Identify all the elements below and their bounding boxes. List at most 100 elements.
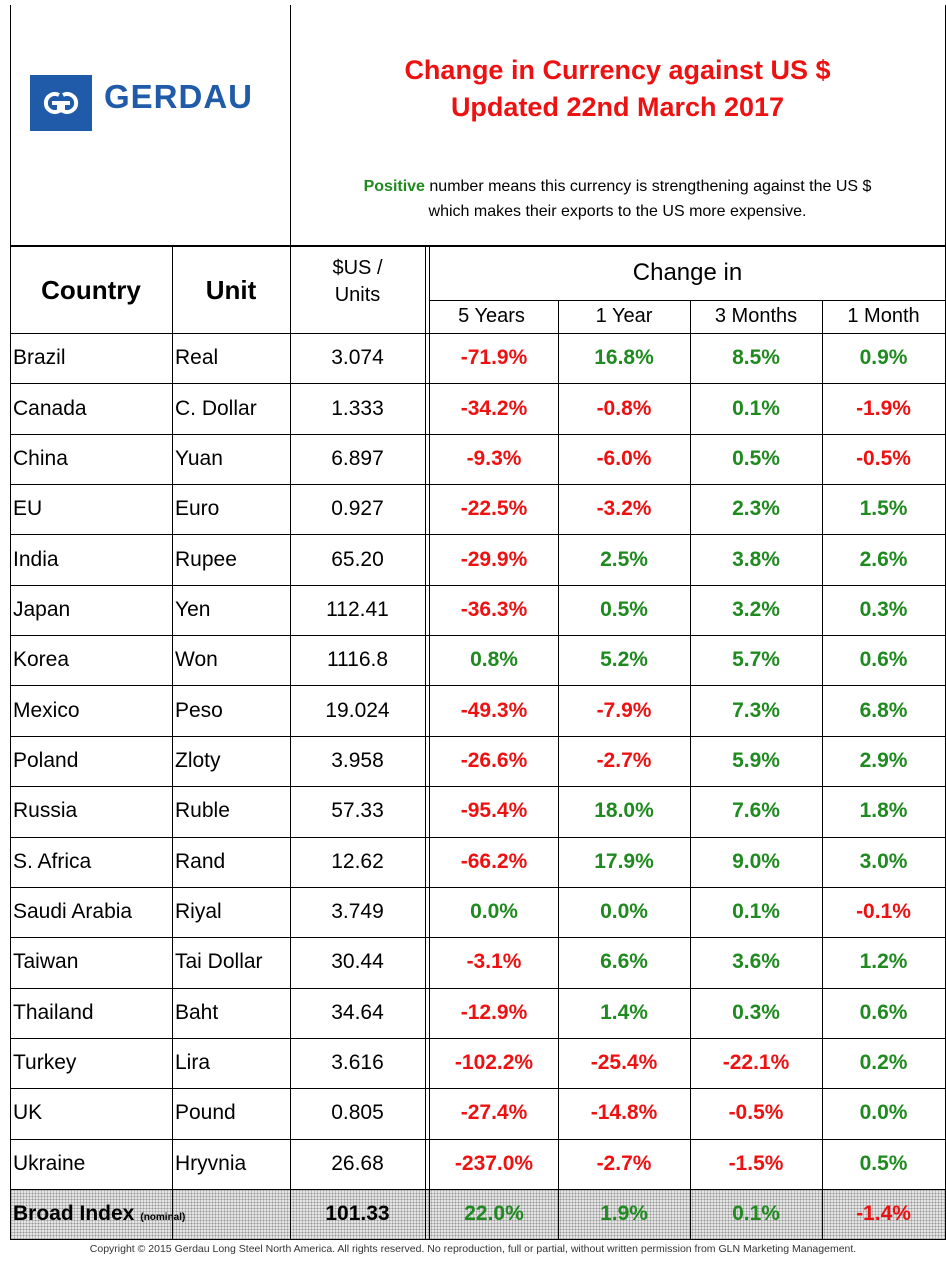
broad-index-qualifier: (nominal) <box>140 1211 186 1223</box>
rule <box>822 300 823 1240</box>
cell-text: Zloty <box>175 748 221 772</box>
title-line: Change in Currency against US $ <box>404 55 831 85</box>
col-header: 5 Years <box>458 305 525 327</box>
cell-change: 1.9% <box>600 1202 648 1226</box>
cell-text: Pound <box>175 1101 236 1125</box>
cell-change: -6.0% <box>596 446 652 470</box>
cell-change: 0.2% <box>859 1051 908 1075</box>
cell-text: Saudi Arabia <box>13 900 133 924</box>
rule <box>172 247 173 1240</box>
cell-text: Turkey <box>13 1051 77 1075</box>
rule <box>290 5 291 245</box>
cell-text: 3.616 <box>331 1051 384 1075</box>
cell-change: 0.0% <box>600 900 648 924</box>
cell-change: -237.0% <box>454 1151 534 1175</box>
cell-text: 3.958 <box>331 748 384 772</box>
broad-index-bg <box>10 1188 945 1240</box>
note-highlight: Positive <box>363 178 425 195</box>
cell-change: 1.2% <box>859 950 908 974</box>
cell-text: 0.805 <box>331 1101 384 1125</box>
cell-change: 3.6% <box>732 950 780 974</box>
rule <box>290 247 291 1240</box>
rule <box>10 1088 946 1090</box>
cell-text: 1.333 <box>331 396 384 420</box>
rule <box>425 247 426 1240</box>
cell-change: 18.0% <box>594 799 654 823</box>
rule <box>10 584 946 586</box>
cell-text: Yen <box>175 597 211 621</box>
cell-text: Rupee <box>175 547 237 571</box>
title: Change in Currency against US $ Updated … <box>290 52 945 126</box>
cell-change: 22.0% <box>464 1202 524 1226</box>
cell-change: 0.3% <box>732 1000 780 1024</box>
cell-text: S. Africa <box>13 849 92 873</box>
cell-text: UK <box>13 1101 43 1125</box>
col-header-line: Units <box>334 284 381 306</box>
rule <box>10 433 946 435</box>
cell-change: 5.7% <box>732 648 780 672</box>
cell-text: 65.20 <box>331 547 384 571</box>
cell-change: 1.4% <box>600 1000 648 1024</box>
cell-text: Ruble <box>175 799 230 823</box>
cell-change: 0.0% <box>470 900 518 924</box>
rule <box>10 245 946 247</box>
note-text: number means this currency is strengthen… <box>424 178 872 195</box>
cell-change: -14.8% <box>590 1101 658 1125</box>
cell-change: -29.9% <box>460 547 528 571</box>
copyright: Copyright © 2015 Gerdau Long Steel North… <box>89 1243 857 1255</box>
cell-change: -66.2% <box>460 849 528 873</box>
cell-text: 101.33 <box>325 1202 390 1226</box>
cell-text: Japan <box>13 597 71 621</box>
col-header-line: $US / <box>332 257 383 279</box>
rule <box>10 534 946 536</box>
rule <box>10 1239 946 1241</box>
cell-text: Brazil <box>13 346 66 370</box>
rule <box>10 383 946 385</box>
cell-change: -34.2% <box>460 396 528 420</box>
rule <box>690 300 691 1240</box>
cell-text: 0.927 <box>331 497 384 521</box>
cell-change: 0.6% <box>859 648 908 672</box>
rule <box>10 886 946 888</box>
cell-text: 3.749 <box>331 900 384 924</box>
cell-change: -1.4% <box>856 1202 911 1226</box>
cell-text: 12.62 <box>331 849 384 873</box>
cell-text: Broad Index (nominal) <box>10 1189 290 1239</box>
logo-text: GERDAU <box>104 78 254 115</box>
cell-change: 7.3% <box>732 698 780 722</box>
rule <box>10 987 946 989</box>
cell-text: Won <box>175 648 218 672</box>
cell-change: -0.1% <box>856 900 911 924</box>
rule <box>10 1037 946 1039</box>
cell-change: 0.1% <box>732 396 780 420</box>
note-line: Positive number means this currency is s… <box>290 174 945 199</box>
cell-change: 3.0% <box>859 849 908 873</box>
rule <box>10 836 946 838</box>
cell-change: -49.3% <box>460 698 528 722</box>
cell-change: 0.6% <box>859 1000 908 1024</box>
cell-text: Korea <box>13 648 70 672</box>
rule <box>429 247 430 1240</box>
rule <box>10 937 946 939</box>
cell-change: -0.5% <box>856 446 911 470</box>
cell-change: 9.0% <box>732 849 780 873</box>
cell-text: Baht <box>175 1000 219 1024</box>
cell-change: 3.2% <box>732 597 780 621</box>
cell-change: 0.1% <box>732 1202 780 1226</box>
cell-change: 5.2% <box>600 648 648 672</box>
cell-change: 0.1% <box>732 900 780 924</box>
cell-change: 1.8% <box>859 799 908 823</box>
cell-change: 8.5% <box>732 346 780 370</box>
cell-text: 19.024 <box>325 698 390 722</box>
cell-text: 30.44 <box>331 950 384 974</box>
cell-change: 2.9% <box>859 748 908 772</box>
cell-change: 0.5% <box>600 597 648 621</box>
cell-change: -71.9% <box>460 346 528 370</box>
cell-text: Tai Dollar <box>175 950 263 974</box>
cell-text: Canada <box>13 396 87 420</box>
cell-change: -9.3% <box>466 446 522 470</box>
cell-text: 34.64 <box>331 1000 384 1024</box>
cell-change: 7.6% <box>732 799 780 823</box>
rule <box>10 685 946 687</box>
